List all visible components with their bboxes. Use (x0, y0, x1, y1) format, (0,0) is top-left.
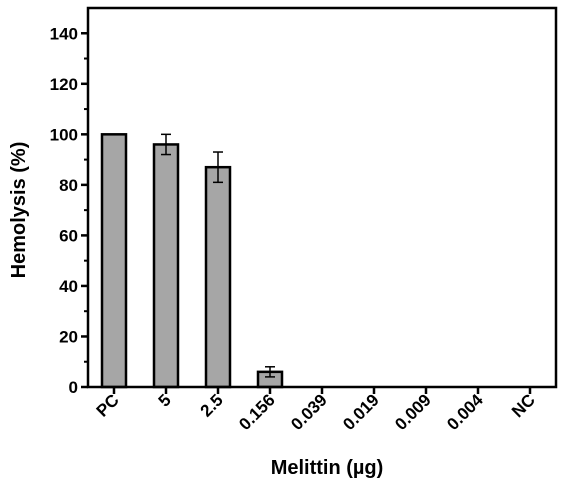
x-tick-label-NC: NC (508, 390, 539, 421)
y-tick-label-120: 120 (50, 75, 78, 94)
error-bar-0.156 (265, 366, 275, 378)
bar-PC (100, 133, 128, 389)
y-axis-title: Hemolysis (%) (8, 142, 30, 279)
y-tick-label-140: 140 (50, 24, 78, 43)
x-tick-label-0.156: 0.156 (235, 390, 279, 434)
bars (100, 133, 284, 389)
x-tick-label-0.004: 0.004 (443, 390, 487, 434)
error-bar-2.5 (213, 151, 223, 184)
error-bar-5 (161, 133, 171, 156)
bar-5 (152, 143, 180, 389)
x-tick-label-2.5: 2.5 (197, 390, 227, 420)
y-tick-label-100: 100 (50, 125, 78, 144)
y-tick-label-0: 0 (69, 378, 78, 397)
x-tick-label-0.019: 0.019 (339, 390, 383, 434)
x-axis-title: Melittin (µg) (271, 457, 384, 479)
x-tick-label-0.009: 0.009 (391, 390, 435, 434)
y-tick-label-80: 80 (59, 176, 78, 195)
error-bars (161, 133, 275, 378)
x-tick-label-PC: PC (93, 390, 123, 420)
y-tick-label-60: 60 (59, 226, 78, 245)
x-axis: PC 5 2.5 0.156 0.039 0.019 0.009 0.004 NC (93, 387, 539, 434)
y-tick-label-40: 40 (59, 277, 78, 296)
y-tick-label-20: 20 (59, 327, 78, 346)
x-tick-label-0.039: 0.039 (287, 390, 331, 434)
bar-2.5 (204, 165, 232, 389)
